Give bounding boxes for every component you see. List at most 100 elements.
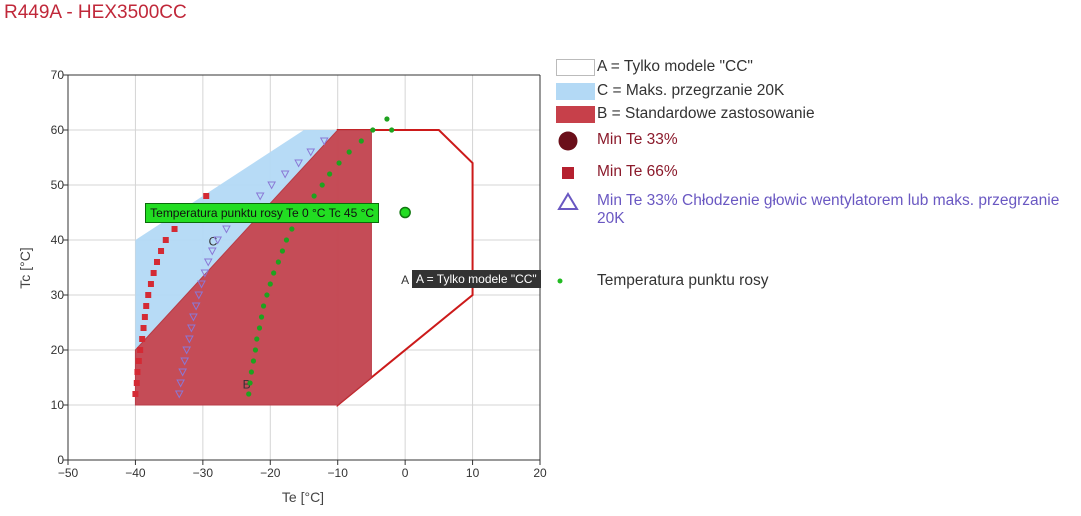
cooling-point (213, 236, 223, 245)
dew-point (248, 369, 255, 375)
min66-point (140, 325, 147, 331)
chart-title: R449A - HEX3500CC (4, 2, 187, 23)
dew-point (279, 248, 286, 254)
legend-item-region-c[interactable]: C = Maks. przegrzanie 20K (556, 82, 784, 102)
y-tick-label: 0 (57, 453, 64, 467)
legend-item-min66[interactable]: Min Te 66% (556, 163, 678, 183)
min66-point (171, 226, 178, 232)
cooling-point (207, 247, 217, 256)
cooling-point (189, 313, 198, 322)
x-tick-label: −30 (193, 466, 214, 480)
dew-point (258, 314, 265, 320)
cooling-point (255, 192, 265, 201)
region-a-tooltip: A = Tylko modele "CC" (412, 270, 541, 288)
min66-point (133, 380, 140, 386)
cooling-point (280, 170, 290, 179)
cooling-point (176, 379, 185, 388)
cooling-point (180, 357, 189, 366)
region-label-b: B (243, 378, 251, 392)
min66-point (162, 237, 169, 243)
dew-point (327, 171, 333, 177)
dew-point (311, 193, 317, 199)
y-tick-label: 20 (51, 343, 65, 357)
cooling-point (203, 258, 213, 267)
min66-point (143, 303, 150, 309)
dew-point (389, 127, 395, 133)
dew-point (283, 237, 290, 243)
legend-item-min33[interactable]: Min Te 33% (556, 131, 678, 151)
cooling-point (294, 159, 303, 168)
dew-point (256, 325, 263, 331)
dew-point (252, 347, 259, 353)
chart-plot[interactable]: ACB −50 −40 −30 −20 −10 0 10 20010203040506070 … (0, 0, 556, 516)
legend-label-cooling: Min Te 33% Chłodzenie głowic wentylatore… (597, 192, 1060, 227)
dew-point (358, 138, 364, 144)
legend-item-region-a[interactable]: A = Tylko modele "CC" (556, 58, 753, 78)
cooling-point (174, 390, 184, 399)
dew-point (346, 149, 352, 155)
cooling-point (306, 148, 316, 157)
min66-point (150, 270, 157, 276)
y-tick-label: 60 (51, 123, 65, 137)
legend-item-region-b[interactable]: B = Standardowe zastosowanie (556, 105, 815, 125)
cooling-point (191, 302, 201, 311)
dew-point (246, 391, 252, 397)
legend-marker-min33 (558, 131, 578, 151)
min66-point (139, 336, 146, 342)
legend-label-b: B = Standardowe zastosowanie (597, 105, 815, 122)
cooling-point (200, 269, 210, 278)
axes: −50 −40 −30 −20 −10 0 10 20 0 10 20 30 40 50 60 70 (51, 68, 547, 480)
dew-point (254, 336, 260, 342)
region-label-c: C (209, 235, 218, 249)
y-axis-title: Tc [°C] (17, 247, 33, 288)
min66-point (203, 193, 210, 199)
legend-item-cooling[interactable]: Min Te 33% Chłodzenie głowic wentylatore… (556, 192, 1077, 228)
cooling-point (194, 291, 204, 300)
legend-swatch-c (556, 83, 595, 100)
dew-point (250, 358, 257, 364)
cooling-point (178, 368, 187, 377)
dew-point (271, 270, 277, 276)
legend-item-dew[interactable]: Temperatura punktu rosy (556, 272, 768, 292)
dew-point (336, 160, 342, 166)
legend-label-c: C = Maks. przegrzanie 20K (597, 82, 785, 99)
dew-point-tooltip: Temperatura punktu rosy Te 0 °C Tc 45 °C (145, 202, 380, 223)
cooling-point (197, 280, 206, 289)
x-tick-label: −20 (260, 466, 281, 480)
cooling-point (222, 225, 231, 234)
y-tick-label: 40 (51, 233, 65, 247)
x-tick-label: −40 (125, 466, 146, 480)
region-areas: A C B (134, 129, 474, 408)
min66-point (145, 292, 152, 298)
cooling-point (182, 346, 192, 355)
min66-point (137, 347, 144, 353)
legend-swatch-b (556, 106, 595, 123)
dew-point (384, 116, 390, 122)
cooling-point (319, 137, 329, 146)
legend-label-dew: Temperatura punktu rosy (597, 272, 769, 289)
min66-point (132, 391, 139, 397)
min66-point (154, 259, 161, 265)
min66-point (147, 281, 154, 287)
y-tick-label: 30 (51, 288, 65, 302)
y-tick-label: 70 (51, 68, 65, 82)
highlight-point (399, 206, 411, 219)
x-axis-title: Te [°C] (282, 489, 324, 505)
min66-point (141, 314, 148, 320)
dew-point (370, 127, 376, 133)
dew-point (267, 281, 273, 287)
dew-point (319, 182, 325, 188)
legend-label-min33: Min Te 33% (597, 131, 678, 148)
cooling-point (267, 181, 276, 190)
dew-point (289, 226, 295, 232)
y-tick-label: 10 (51, 398, 65, 412)
x-tick-label: 10 (466, 466, 480, 480)
min66-point (158, 248, 165, 254)
cooling-point (185, 335, 194, 344)
dew-point (247, 380, 253, 386)
min66-point (134, 369, 141, 375)
min66-point (135, 358, 142, 364)
x-tick-label: −10 (328, 466, 349, 480)
legend-swatch-a (556, 59, 595, 76)
dew-point (264, 292, 270, 298)
